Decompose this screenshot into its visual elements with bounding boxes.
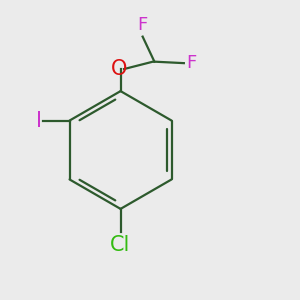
Text: F: F	[186, 54, 197, 72]
Text: I: I	[36, 111, 42, 130]
Text: O: O	[111, 59, 127, 79]
Text: F: F	[137, 16, 148, 34]
Text: Cl: Cl	[110, 235, 131, 255]
